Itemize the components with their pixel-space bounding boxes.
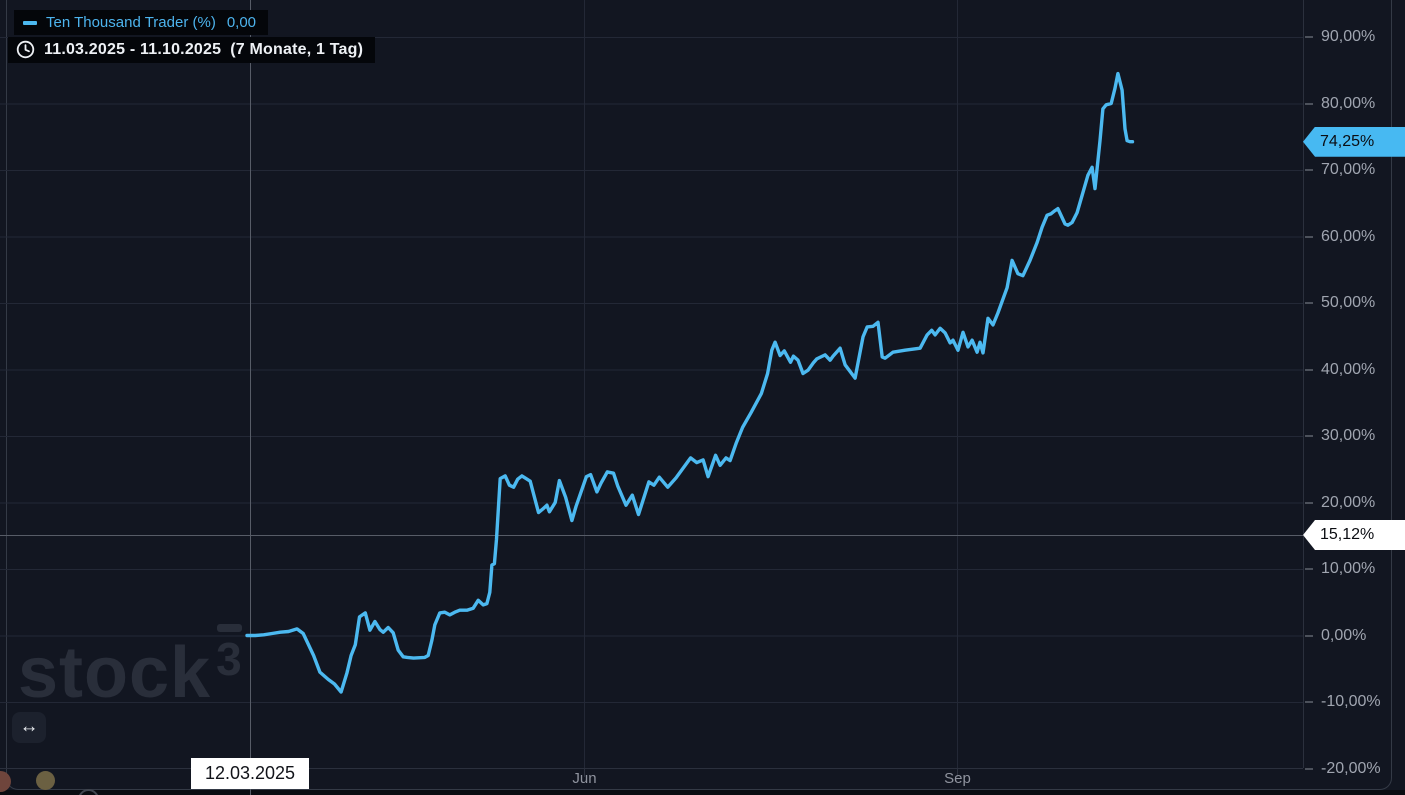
x-axis-label: Sep [944, 770, 971, 787]
y-axis-label: 10,00% [1321, 560, 1376, 577]
cropped-dot-icon [36, 771, 55, 790]
series-value: 0,00 [226, 14, 257, 31]
duration-label: (7 Monate, 1 Tag) [230, 40, 364, 58]
current-price-tag: 74,25% [1303, 126, 1405, 157]
y-tick-mark [1305, 235, 1313, 238]
y-axis-label: 40,00% [1321, 360, 1376, 378]
stock3-watermark-logo: stock 3 [18, 624, 243, 713]
clock-icon [16, 40, 35, 59]
y-axis-label: 50,00% [1321, 294, 1376, 311]
crosshair-price-tag: 15,12% [1303, 519, 1405, 550]
x-axis-label: Jun [572, 770, 597, 787]
y-axis-label: 90,00% [1321, 28, 1376, 45]
crosshair-date-tag: 12.03.2025 [190, 758, 309, 789]
series-line [245, 71, 1135, 694]
price-axis[interactable]: 90,00% 80,00% 70,00% 60,00% 50,00% 40,00% 30,0… [1303, 0, 1405, 777]
time-axis[interactable]: Jun Sep [0, 768, 1303, 795]
legend-series-row[interactable]: Ten Thousand Trader (%) 0,00 [14, 10, 269, 35]
plot-area[interactable] [0, 0, 1303, 795]
y-tick-mark [1305, 568, 1313, 570]
cropped-dot-icon [0, 771, 11, 792]
y-tick-mark [1305, 302, 1313, 304]
y-axis-label: 70,00% [1321, 161, 1376, 178]
y-tick-mark [1305, 102, 1313, 105]
series-name: Ten Thousand Trader (%) [46, 14, 216, 31]
date-range-label: 11.03.2025 - 11.10.2025 [44, 40, 222, 58]
y-tick-mark [1305, 36, 1313, 38]
y-tick-mark [1305, 634, 1313, 637]
y-tick-mark [1305, 169, 1313, 171]
y-axis-label: -20,00% [1321, 759, 1381, 777]
y-tick-mark [1305, 701, 1313, 703]
y-tick-mark [1305, 501, 1313, 504]
y-tick-mark [1305, 767, 1313, 770]
legend: Ten Thousand Trader (%) 0,00 11.03.2025 … [8, 10, 376, 63]
series-marker-icon [23, 20, 37, 25]
y-axis-label: 80,00% [1321, 94, 1376, 112]
y-axis-label: -10,00% [1321, 693, 1381, 710]
legend-range-row[interactable]: 11.03.2025 - 11.10.2025 (7 Monate, 1 Tag… [8, 37, 376, 63]
y-axis-label: 30,00% [1321, 427, 1376, 444]
page-background-strip [0, 790, 1405, 795]
y-tick-mark [1305, 368, 1313, 371]
pan-horizontal-button[interactable]: ↔ [12, 712, 46, 743]
y-axis-label: 20,00% [1321, 493, 1376, 511]
y-axis-label: 0,00% [1321, 626, 1367, 644]
y-axis-label: 60,00% [1321, 227, 1376, 245]
y-tick-mark [1305, 435, 1313, 437]
